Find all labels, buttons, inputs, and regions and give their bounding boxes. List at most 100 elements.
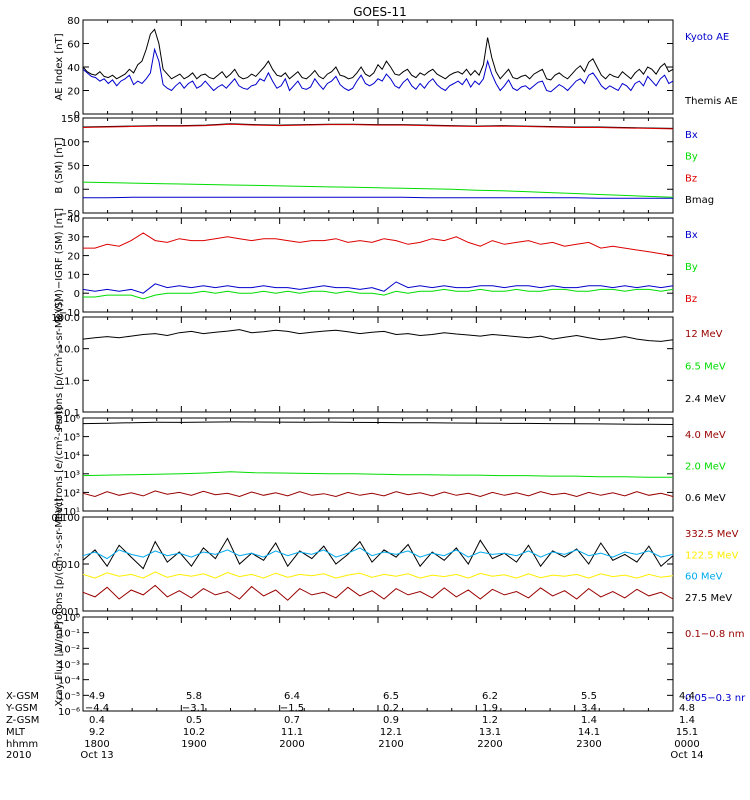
footer-row-label: hhmm — [6, 739, 38, 750]
footer-cell: Oct 14 — [670, 750, 703, 761]
y-tick-label: 0 — [74, 110, 80, 121]
footer-cell: 2000 — [279, 739, 304, 750]
y-tick-label: 60 — [67, 40, 80, 51]
series-line-332-5-mev — [82, 584, 674, 601]
y-tick-label: 10⁻⁶ — [58, 707, 80, 718]
footer-row-label: Z-GSM — [6, 715, 39, 726]
legend-entry: Bmag — [685, 195, 714, 206]
panel-1: 80 60 40 20 0 AE Index [nT] Kyoto AE Themis AE — [54, 16, 738, 121]
footer-cell: 12.1 — [380, 727, 402, 738]
y-tick-label: 40 — [67, 63, 80, 74]
footer-cell: 5.8 — [186, 691, 202, 702]
footer-cell: 10.2 — [183, 727, 205, 738]
series-line-themis-ae — [82, 28, 674, 81]
y-tick-label: 10² — [63, 488, 80, 499]
legend-entry: 12 MeV — [685, 329, 723, 340]
legend-entry: Bz — [685, 294, 697, 305]
series-line-0-6-mev — [82, 421, 674, 425]
y-axis-label: Electrons [e/(cm²-s-sr)] — [54, 407, 65, 523]
panel-frame — [82, 417, 674, 512]
footer-cell: 13.1 — [479, 727, 501, 738]
footer-cell: 1.4 — [679, 715, 695, 726]
footer-table: X-GSMY-GSMZ-GSMMLThhmm20104.9−4.40.49.21… — [5, 691, 704, 761]
y-tick-label: 100.0 — [51, 313, 80, 324]
legend-entry: 332.5 MeV — [685, 529, 739, 540]
y-tick-label: 0.010 — [51, 560, 80, 571]
footer-cell: 6.5 — [383, 691, 399, 702]
series-line-bx — [83, 196, 673, 199]
legend-entry: By — [685, 262, 698, 273]
footer-row-label: Y-GSM — [5, 703, 38, 714]
footer-cell: 2200 — [477, 739, 502, 750]
footer-cell: 11.1 — [281, 727, 303, 738]
footer-cell: −1.5 — [280, 703, 304, 714]
y-axis-label: Xray Flux [W/m²] — [54, 621, 65, 706]
footer-cell: 1.4 — [581, 715, 597, 726]
footer-cell: 0.4 — [89, 715, 105, 726]
y-tick-label: 40 — [67, 214, 80, 225]
footer-cell: 6.4 — [284, 691, 300, 702]
footer-cell: 5.5 — [581, 691, 597, 702]
panel-frame — [82, 117, 674, 214]
y-tick-label: 0.001 — [51, 607, 80, 618]
y-tick-label: 80 — [67, 16, 80, 27]
y-tick-label: 10⁻⁵ — [58, 691, 80, 702]
y-tick-label: 1.0 — [64, 376, 80, 387]
legend-entry: 0.05−0.3 nr — [685, 693, 746, 704]
series-line-60-mev — [82, 547, 674, 560]
footer-row-label: MLT — [6, 727, 26, 738]
y-tick-label: 0.100 — [51, 513, 80, 524]
y-tick-label: 10⁻⁴ — [58, 676, 80, 687]
footer-cell: 0.9 — [383, 715, 399, 726]
footer-cell: 14.1 — [578, 727, 600, 738]
y-tick-label: 10.0 — [58, 345, 80, 356]
footer-cell: 1.2 — [482, 715, 498, 726]
panel-3: 40 30 20 10 0 −10B (SM)−IGRF (SM) [nT] Bx By Bz — [54, 208, 698, 322]
y-tick-label: 30 — [67, 233, 80, 244]
legend-entry: 27.5 MeV — [685, 593, 732, 604]
footer-cell: 4.9 — [89, 691, 105, 702]
series-line-bz — [82, 123, 674, 130]
footer-cell: 3.4 — [581, 703, 597, 714]
footer-cell: 9.2 — [89, 727, 105, 738]
y-axis-label: B (SM)−IGRF (SM) [nT] — [54, 208, 65, 322]
series-line-122-5-mev — [82, 571, 674, 579]
legend-entry: Themis AE — [684, 96, 738, 107]
footer-cell: 6.2 — [482, 691, 498, 702]
series-line-by — [83, 288, 674, 300]
y-tick-label: 10⁴ — [63, 451, 80, 462]
footer-cell: 0.5 — [186, 715, 202, 726]
series-line-2-0-mev — [82, 471, 673, 478]
legend-entry: 2.4 MeV — [685, 394, 726, 405]
panel-frame — [82, 516, 674, 612]
y-tick-label: 10 — [67, 270, 80, 281]
y-tick-label: 10⁻¹ — [58, 629, 80, 640]
series-line-2-4-mev — [82, 329, 674, 342]
series-line-4-0-mev — [82, 490, 674, 498]
y-tick-label: 20 — [67, 87, 80, 98]
y-tick-label: 10⁰ — [63, 613, 80, 624]
legend-entry: Bz — [685, 173, 697, 184]
footer-cell: −3.1 — [182, 703, 206, 714]
y-tick-label: 50 — [67, 162, 80, 173]
footer-cell: 0000 — [674, 739, 699, 750]
footer-cell: 4.8 — [679, 703, 695, 714]
panels-group: 80 60 40 20 0 AE Index [nT] Kyoto AE Themis AE 1… — [51, 16, 746, 718]
y-tick-label: 0 — [74, 289, 80, 300]
y-tick-label: 10⁻³ — [58, 660, 80, 671]
y-tick-label: 20 — [67, 252, 80, 263]
panel-frame — [82, 316, 674, 413]
y-axis-label: Protons [p/(cm²-s-sr-MeV)] — [54, 498, 65, 630]
y-tick-label: 100 — [61, 138, 80, 149]
y-axis-label: B (SM) [nT] — [54, 137, 65, 193]
legend-entry: Kyoto AE — [685, 32, 729, 43]
legend-entry: By — [685, 152, 698, 163]
y-tick-label: −50 — [59, 209, 80, 220]
footer-cell: 1.9 — [482, 703, 498, 714]
y-tick-label: 10⁶ — [63, 414, 80, 425]
y-tick-label: −10 — [59, 308, 80, 319]
panel-frame — [82, 19, 674, 115]
